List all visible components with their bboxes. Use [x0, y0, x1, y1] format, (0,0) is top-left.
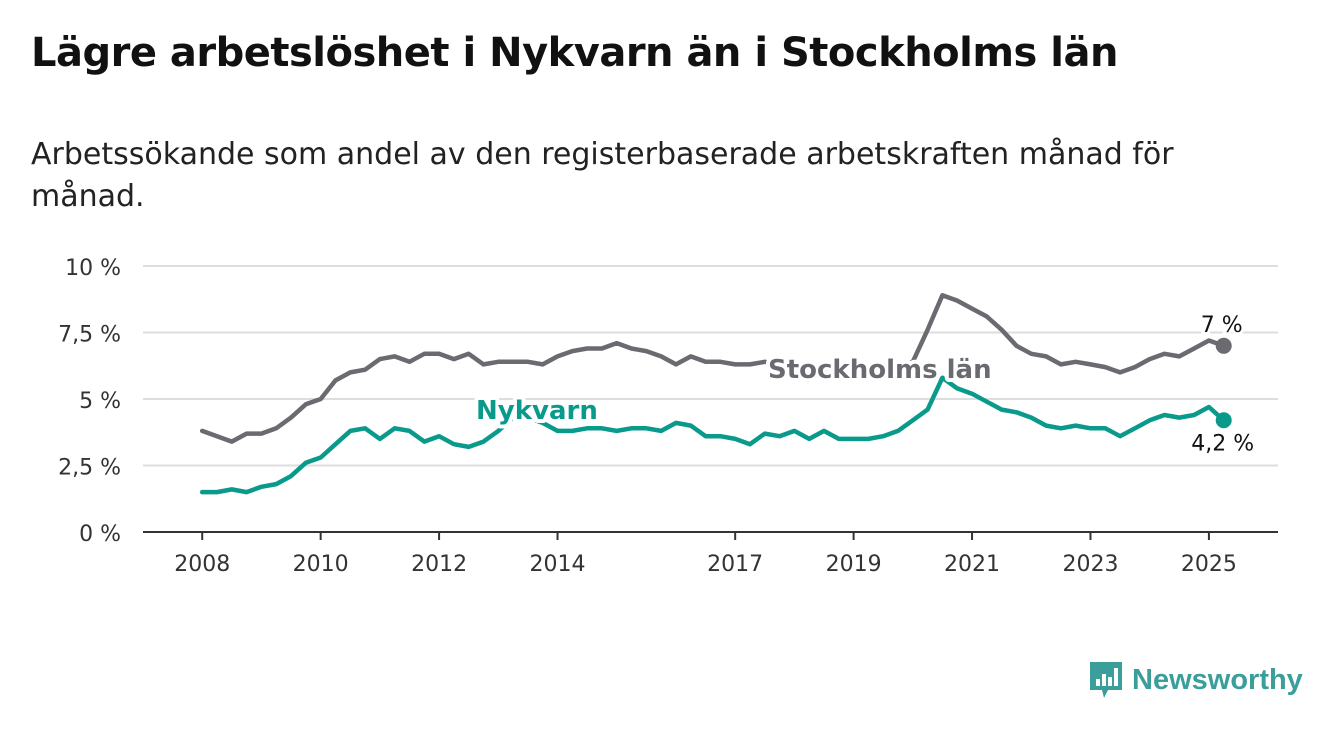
- labels: 0 % 2,5 % 5 % 7,5 % 10 % 2008 2010 2012 2014 2017…: [58, 256, 1257, 577]
- grid-lines: [143, 265, 1278, 540]
- x-tick-label: 2023: [1062, 552, 1118, 577]
- series-label-nykvarn: Nykvarn: [476, 396, 598, 426]
- series-line-stockholm: [199, 293, 1226, 444]
- newsworthy-logo: Newsworthy: [1088, 660, 1303, 700]
- series-line-nykvarn: [199, 375, 1226, 495]
- x-tick-label: 2010: [293, 552, 349, 577]
- newsworthy-chart-icon: [1090, 662, 1122, 698]
- y-tick-label: 2,5 %: [58, 456, 121, 481]
- y-tick-label: 10 %: [65, 256, 121, 281]
- x-tick-label: 2025: [1181, 552, 1237, 577]
- x-tick-label: 2021: [944, 552, 1000, 577]
- brand-name: Newsworthy: [1132, 663, 1303, 696]
- x-tick-label: 2017: [707, 552, 763, 577]
- x-tick-label: 2008: [174, 552, 230, 577]
- y-tick-label: 0 %: [79, 522, 121, 547]
- chart-subtitle: Arbetssökande som andel av den registerb…: [31, 137, 1174, 214]
- y-tick-label: 5 %: [79, 389, 121, 414]
- end-value-label-stockholm: 7 %: [1201, 313, 1243, 338]
- x-tick-label: 2012: [411, 552, 467, 577]
- series-end-point-stockholm: [1215, 337, 1232, 354]
- chart-title: Lägre arbetslöshet i Nykvarn än i Stockh…: [31, 30, 1118, 76]
- y-tick-label: 7,5 %: [58, 323, 121, 348]
- x-tick-label: 2014: [530, 552, 586, 577]
- series-label-stockholm: Stockholms län: [768, 355, 992, 385]
- series-lines: [199, 293, 1232, 495]
- series-end-point-nykvarn: [1215, 412, 1232, 429]
- x-tick-label: 2019: [826, 552, 882, 577]
- end-value-label-nykvarn: 4,2 %: [1191, 431, 1254, 456]
